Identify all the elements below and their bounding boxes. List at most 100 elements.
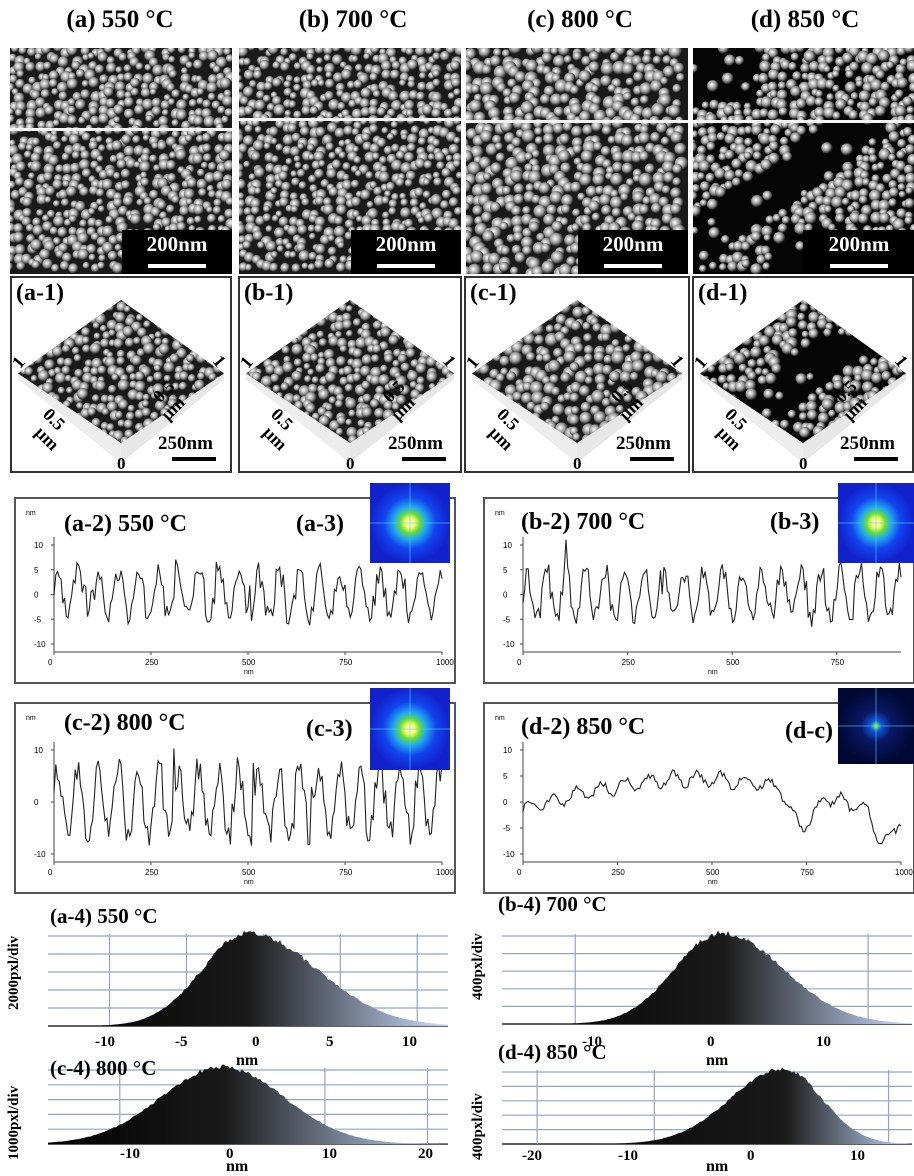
svg-text:0: 0 — [346, 454, 355, 471]
hist-xtick: 10 — [402, 1034, 417, 1050]
svg-text:nm: nm — [26, 715, 36, 722]
fft-inset-b — [838, 483, 914, 563]
svg-text:-10: -10 — [503, 850, 515, 859]
svg-text:-10: -10 — [34, 640, 46, 649]
hist-xlabel-b: nm — [706, 1052, 729, 1069]
svg-text:500: 500 — [706, 868, 720, 877]
afm-3d-d: 1 1 0 0.5 µm 0.5 µm 250nm (d-1) — [692, 276, 914, 473]
svg-text:10: 10 — [503, 746, 512, 755]
histogram-a — [48, 922, 448, 1032]
svg-text:-10: -10 — [503, 640, 515, 649]
scan-line — [466, 120, 688, 123]
svg-text:1000: 1000 — [436, 658, 454, 667]
svg-text:250: 250 — [612, 868, 626, 877]
fft-inset-a — [370, 483, 450, 563]
svg-text:750: 750 — [339, 868, 353, 877]
svg-text:0: 0 — [48, 868, 53, 877]
svg-text:0: 0 — [34, 591, 39, 600]
hist-xtick: -20 — [522, 1148, 542, 1164]
svg-text:500: 500 — [242, 868, 256, 877]
svg-text:nm: nm — [495, 715, 505, 722]
afm-image-d: 200nm — [693, 48, 914, 274]
svg-text:500: 500 — [242, 658, 256, 667]
svg-text:250: 250 — [622, 658, 636, 667]
hist-xtick: -10 — [618, 1148, 638, 1164]
scale-bar-a: 200nm — [122, 230, 232, 274]
svg-text:5: 5 — [503, 566, 508, 575]
svg-text:10: 10 — [34, 541, 43, 550]
svg-text:-5: -5 — [503, 615, 511, 624]
hist-xtick: 0 — [707, 1034, 715, 1050]
svg-text:-5: -5 — [34, 615, 42, 624]
svg-text:nm: nm — [26, 510, 36, 517]
scale-bar-d: 200nm — [803, 230, 914, 274]
svg-text:-5: -5 — [503, 824, 511, 833]
title-c: (c) 800 °C — [527, 6, 633, 33]
histogram-d — [502, 1058, 912, 1150]
svg-text:1000: 1000 — [436, 868, 454, 877]
scan-line — [10, 128, 232, 131]
hist-ylabel-a: 2000pxl/div — [6, 935, 22, 1010]
svg-text:5: 5 — [503, 772, 508, 781]
hist-label-d: (d-4) 850 °C — [498, 1040, 607, 1064]
svg-text:10: 10 — [34, 746, 43, 755]
afm-image-a: 200nm — [10, 48, 232, 274]
svg-text:nm: nm — [708, 669, 718, 676]
title-b: (b) 700 °C — [298, 6, 408, 33]
svg-text:0: 0 — [799, 454, 808, 471]
svg-text:10: 10 — [503, 541, 512, 550]
profile-d: nm 10 5 0 -5 -10 0 250 500 750 1000 nm (d-2) 850 °C… — [483, 702, 914, 894]
svg-text:0: 0 — [34, 798, 39, 807]
hist-ylabel-b: 400pxl/div — [470, 933, 486, 1000]
hist-xtick: 10 — [816, 1034, 831, 1050]
scale-bar-b: 200nm — [351, 230, 461, 274]
svg-text:0: 0 — [117, 454, 126, 471]
hist-xtick: 0 — [252, 1034, 260, 1050]
histogram-c — [48, 1056, 448, 1150]
hist-xtick: -10 — [95, 1034, 115, 1050]
afm-image-b: 200nm — [239, 48, 461, 274]
hist-xtick: -10 — [582, 1034, 602, 1050]
afm-image-c: 200nm — [466, 48, 688, 274]
hist-xtick: 5 — [326, 1034, 334, 1050]
hist-label-c: (c-4) 800 °C — [50, 1056, 157, 1080]
svg-text:nm: nm — [495, 510, 505, 517]
svg-text:750: 750 — [801, 868, 815, 877]
hist-label-b: (b-4) 700 °C — [498, 892, 607, 916]
svg-text:750: 750 — [339, 658, 353, 667]
svg-text:nm: nm — [244, 879, 254, 886]
hist-xtick: 10 — [322, 1146, 337, 1162]
svg-text:5: 5 — [34, 566, 39, 575]
hist-xlabel-d: nm — [706, 1158, 729, 1175]
afm-3d-c: 1 1 0 0.5 µm 0.5 µm 250nm (c-1) — [464, 276, 690, 473]
svg-text:250nm: 250nm — [840, 433, 895, 454]
svg-text:0: 0 — [503, 798, 508, 807]
hist-xtick: 20 — [418, 1146, 433, 1162]
svg-text:750: 750 — [831, 658, 845, 667]
hist-ylabel-c: 1000pxl/div — [6, 1085, 22, 1160]
svg-text:250: 250 — [145, 868, 159, 877]
fft-inset-c — [370, 688, 450, 770]
hist-label-a: (a-4) 550 °C — [50, 904, 158, 928]
hist-xtick: 0 — [747, 1148, 755, 1164]
title-a: (a) 550 °C — [66, 6, 174, 33]
svg-text:250: 250 — [145, 658, 159, 667]
svg-text:250nm: 250nm — [388, 433, 443, 454]
hist-xtick: 0 — [226, 1146, 234, 1162]
svg-text:-10: -10 — [34, 850, 46, 859]
svg-text:250nm: 250nm — [616, 433, 671, 454]
hist-xtick: 10 — [850, 1148, 865, 1164]
histogram-b — [502, 922, 912, 1030]
svg-text:0: 0 — [517, 868, 522, 877]
svg-text:0: 0 — [48, 658, 53, 667]
afm-3d-a: 1 1 0 0.5 µm 0.5 µm 250nm (a-1) — [10, 276, 232, 473]
hist-ylabel-d: 400pxl/div — [470, 1093, 486, 1160]
fft-inset-d — [838, 688, 914, 764]
scan-line — [239, 118, 461, 121]
afm-3d-b: 1 1 0 0.5 µm 0.5 µm 250nm (b-1) — [238, 276, 462, 473]
hist-xlabel-c: nm — [226, 1158, 249, 1175]
svg-text:0: 0 — [573, 454, 582, 471]
svg-text:500: 500 — [726, 658, 740, 667]
svg-text:0: 0 — [517, 658, 522, 667]
svg-text:250nm: 250nm — [158, 433, 213, 454]
